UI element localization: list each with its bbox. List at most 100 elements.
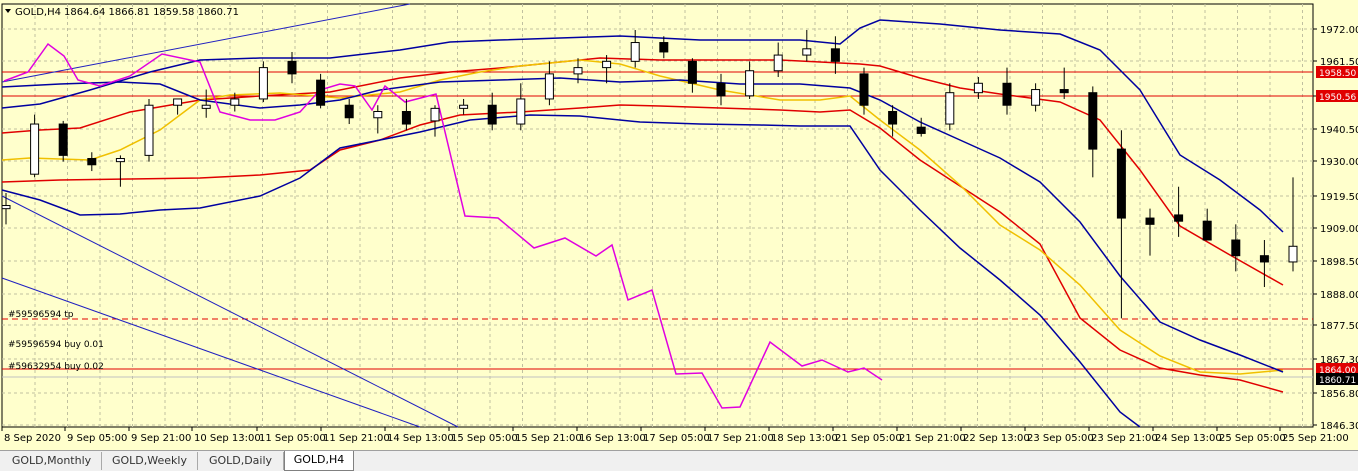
- candle-bear: [716, 82, 726, 97]
- candle-bear: [1088, 92, 1098, 150]
- candle-bull: [30, 123, 40, 175]
- candle-bear: [1231, 239, 1241, 257]
- envelope-upper: [1, 57, 1284, 286]
- candle-bull: [802, 48, 812, 56]
- bollinger-upper: [1, 19, 1284, 233]
- price-tick-label: 1961.50: [1320, 57, 1358, 68]
- chart-tab-bar: GOLD,Monthly GOLD,Weekly GOLD,Daily GOLD…: [0, 450, 1358, 471]
- price-tick-label: 1909.00: [1320, 224, 1358, 235]
- order-label: #59596594 tp: [8, 310, 74, 320]
- candle-bull: [1031, 89, 1041, 106]
- price-tag-label: 1950.56: [1319, 93, 1356, 103]
- time-tick-label: 18 Sep 13:00: [771, 433, 838, 444]
- time-tick-label: 23 Sep 21:00: [1091, 433, 1158, 444]
- time-tick-label: 8 Sep 2020: [4, 433, 61, 444]
- plot-frame: [1, 3, 1314, 428]
- tab-gold-weekly[interactable]: GOLD,Weekly: [102, 452, 198, 470]
- candle-bull: [230, 98, 240, 106]
- candle-bear: [344, 104, 354, 119]
- candle-bear: [1116, 148, 1126, 219]
- candle-bear: [916, 126, 926, 134]
- ohlc-readout: 1864.64 1866.81 1859.58 1860.71: [64, 7, 239, 18]
- candle-bear: [87, 158, 97, 166]
- time-tick-label: 15 Sep 21:00: [515, 433, 582, 444]
- time-tick-label: 23 Sep 05:00: [1027, 433, 1094, 444]
- order-label: #59632954 buy 0.02: [8, 362, 104, 372]
- bollinger-lower: [1, 114, 1141, 428]
- candle-bull: [459, 104, 469, 109]
- time-tick-label: 17 Sep 21:00: [707, 433, 774, 444]
- symbol-timeframe: GOLD,H4: [15, 7, 61, 18]
- time-tick-label: 21 Sep 21:00: [899, 433, 966, 444]
- time-tick-label: 11 Sep 05:00: [259, 433, 326, 444]
- price-tick-label: 1846.30: [1320, 421, 1358, 432]
- grid-vertical: [34, 4, 1303, 427]
- candle-bull: [602, 60, 612, 69]
- order-label: #59596594 buy 0.01: [8, 340, 104, 350]
- candle-bull: [1288, 245, 1298, 263]
- price-tag-label: 1958.50: [1319, 69, 1356, 79]
- horizontal-levels: #59596594 tp #59596594 buy 0.01 #59632954 …: [2, 71, 1313, 378]
- time-tick-label: 25 Sep 05:00: [1219, 433, 1286, 444]
- candlesticks: [1, 30, 1298, 319]
- price-tag-label: 1864.00: [1319, 366, 1356, 376]
- time-tick-label: 22 Sep 13:00: [963, 433, 1030, 444]
- dropdown-triangle-icon: [5, 9, 11, 13]
- middle-band: [1, 77, 1284, 373]
- time-tick-label: 16 Sep 13:00: [579, 433, 646, 444]
- tab-gold-h4[interactable]: GOLD,H4: [284, 451, 354, 471]
- time-tick-label: 10 Sep 13:00: [194, 433, 261, 444]
- price-tick-label: 1930.00: [1320, 157, 1358, 168]
- candle-bull: [516, 98, 526, 125]
- candle-bull: [573, 67, 583, 75]
- time-tick-label: 11 Sep 21:00: [323, 433, 390, 444]
- candle-bear: [1202, 220, 1212, 241]
- candle-bull: [430, 107, 440, 122]
- candle-bear: [487, 104, 497, 125]
- candle-bull: [1, 205, 11, 210]
- candle-bull: [544, 73, 554, 100]
- candle-bear: [1174, 214, 1184, 222]
- trendline-lower-1: [1, 195, 459, 428]
- price-tag-box: [1316, 90, 1358, 102]
- trendline-lower-2: [1, 277, 421, 428]
- candle-bull: [973, 82, 983, 94]
- price-tick-label: 1856.80: [1320, 389, 1358, 400]
- time-tick-label: 24 Sep 13:00: [1155, 433, 1222, 444]
- time-tick-label: 25 Sep 21:00: [1282, 433, 1349, 444]
- price-tick-label: 1888.00: [1320, 290, 1358, 301]
- trendlines: [1, 3, 459, 428]
- time-tick-label: 9 Sep 21:00: [131, 433, 191, 444]
- chart-window[interactable]: 1972.00 1961.50 1950.56 1940.50 1930.00 1919.…: [0, 0, 1358, 450]
- price-tick-label: 1867.30: [1320, 355, 1358, 366]
- candle-bear: [58, 123, 68, 156]
- time-axis: 8 Sep 2020 9 Sep 05:00 9 Sep 21:00 10 Sep 1…: [1, 427, 1349, 444]
- oscillator-line: [3, 42, 883, 409]
- candle-bear: [1259, 255, 1269, 263]
- candle-bear: [659, 42, 669, 53]
- tab-gold-monthly[interactable]: GOLD,Monthly: [2, 452, 102, 470]
- candle-bear: [401, 110, 411, 125]
- candle-bear: [1002, 82, 1012, 106]
- candle-bear: [1059, 89, 1069, 94]
- candle-bear: [859, 73, 869, 106]
- time-tick-label: 9 Sep 05:00: [67, 433, 127, 444]
- candle-bull: [115, 158, 125, 163]
- time-tick-label: 15 Sep 05:00: [451, 433, 518, 444]
- price-tick-label: 1919.50: [1320, 192, 1358, 203]
- candle-bear: [287, 60, 297, 75]
- trendline-upper: [1, 3, 411, 83]
- candle-bull: [201, 104, 211, 109]
- candle-bear: [830, 48, 840, 62]
- time-tick-label: 17 Sep 05:00: [643, 433, 710, 444]
- price-chart[interactable]: 1972.00 1961.50 1950.56 1940.50 1930.00 1919.…: [0, 0, 1358, 450]
- price-tick-label: 1940.50: [1320, 125, 1358, 136]
- candle-bear: [888, 110, 898, 125]
- price-tag-box: [1316, 373, 1358, 385]
- time-tick-label: 21 Sep 05:00: [835, 433, 902, 444]
- chart-background: [0, 0, 1358, 450]
- candle-bull: [945, 92, 955, 125]
- candle-bull: [173, 98, 183, 106]
- candle-bull: [373, 110, 383, 119]
- tab-gold-daily[interactable]: GOLD,Daily: [198, 452, 284, 470]
